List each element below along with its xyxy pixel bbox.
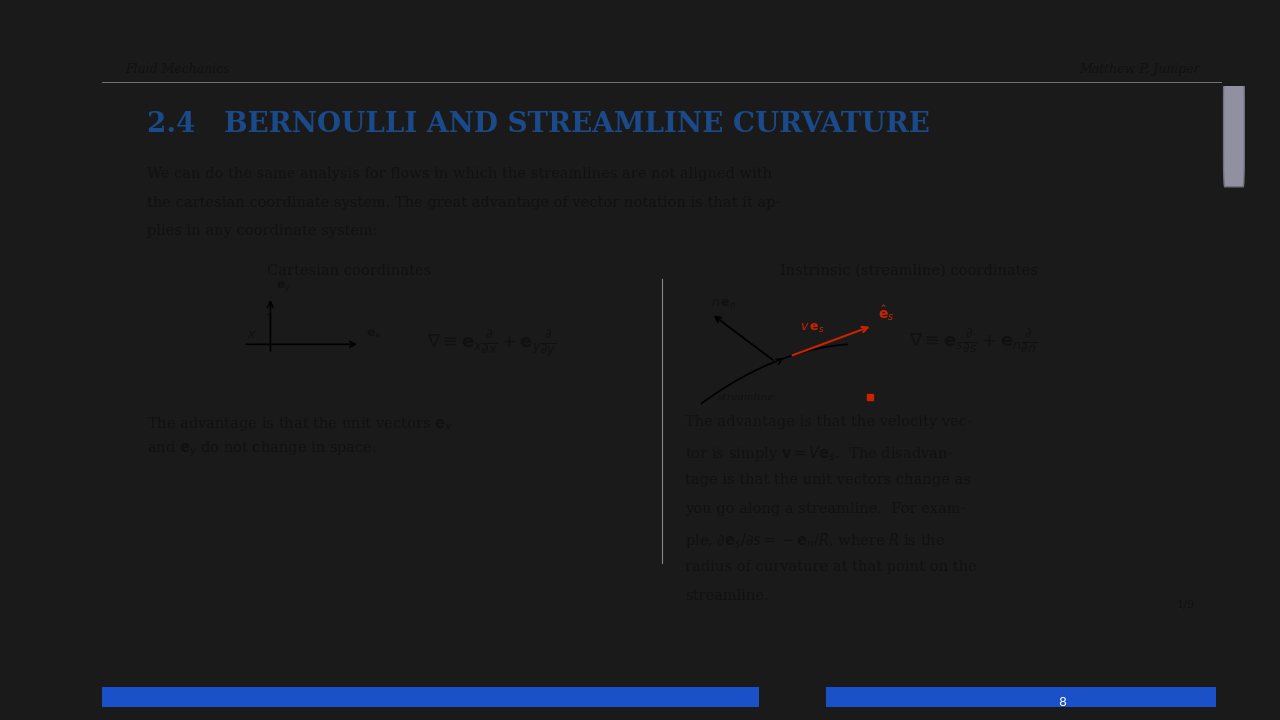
Text: 8: 8 [1059,696,1066,708]
Text: tage is that the unit vectors change as: tage is that the unit vectors change as [685,473,970,487]
Text: tor is simply $\mathbf{v} = V\mathbf{e}_s$.  The disadvan-: tor is simply $\mathbf{v} = V\mathbf{e}_… [685,444,954,463]
Text: $\nabla \equiv \mathbf{e}_s \frac{\partial}{\partial s} + \mathbf{e}_n \frac{\pa: $\nabla \equiv \mathbf{e}_s \frac{\parti… [909,328,1037,355]
Text: $\nabla \equiv \mathbf{e}_x \frac{\partial}{\partial x} + \mathbf{e}_y \frac{\pa: $\nabla \equiv \mathbf{e}_x \frac{\parti… [428,328,557,360]
Text: $\mathbf{e}_y$: $\mathbf{e}_y$ [276,279,292,294]
Text: streamline: streamline [718,393,774,402]
Text: Cartesian coordinates: Cartesian coordinates [266,264,431,277]
Bar [771,687,827,707]
Text: The advantage is that the unit vectors $\mathbf{e}_x$
and $\mathbf{e}_y$ do not : The advantage is that the unit vectors $… [147,415,453,459]
Text: 2.4   BERNOULLI AND STREAMLINE CURVATURE: 2.4 BERNOULLI AND STREAMLINE CURVATURE [147,111,931,138]
Text: Matthew P. Juniper: Matthew P. Juniper [1079,63,1199,76]
Text: $v\,\mathbf{e}_s$: $v\,\mathbf{e}_s$ [800,322,824,336]
Text: ple, $\partial\mathbf{e}_s/\partial s = -\mathbf{e}_n/R$, where $R$ is the: ple, $\partial\mathbf{e}_s/\partial s = … [685,531,945,550]
Text: 1/9: 1/9 [1176,600,1194,610]
Text: We can do the same analysis for flows in which the streamlines are not aligned w: We can do the same analysis for flows in… [147,167,772,181]
Text: radius of curvature at that point on the: radius of curvature at that point on the [685,560,977,574]
Text: plies in any coordinate system:: plies in any coordinate system: [147,224,378,238]
Text: $\hat{\mathbf{e}}_s$: $\hat{\mathbf{e}}_s$ [878,303,895,323]
Text: Fluid Mechanics: Fluid Mechanics [125,63,229,76]
Bar [102,687,759,707]
Text: the cartesian coordinate system. The great advantage of vector notation is that : the cartesian coordinate system. The gre… [147,196,781,210]
Text: $y$: $y$ [266,303,276,317]
FancyBboxPatch shape [1224,68,1244,186]
Text: streamline.: streamline. [685,589,768,603]
Text: $x$: $x$ [247,328,257,341]
Text: $n\,\mathbf{e}_n$: $n\,\mathbf{e}_n$ [712,298,737,311]
Text: Instrinsic (streamline) coordinates: Instrinsic (streamline) coordinates [780,264,1038,277]
Text: you go along a streamline.  For exam-: you go along a streamline. For exam- [685,502,965,516]
Text: $\mathbf{e}_x$: $\mathbf{e}_x$ [366,328,381,341]
Text: The advantage is that the velocity vec-: The advantage is that the velocity vec- [685,415,972,429]
Bar [827,687,1216,707]
